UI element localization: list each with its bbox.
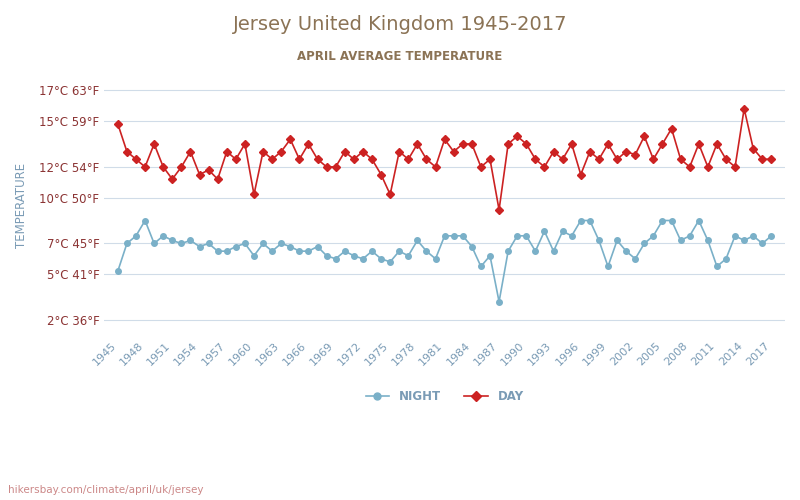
Y-axis label: TEMPERATURE: TEMPERATURE — [15, 162, 28, 248]
DAY — [440, 136, 450, 142]
NIGHT — [340, 248, 350, 254]
NIGHT — [449, 233, 458, 239]
NIGHT — [676, 238, 686, 244]
NIGHT — [694, 218, 703, 224]
Legend: NIGHT, DAY: NIGHT, DAY — [361, 385, 528, 407]
DAY — [113, 121, 122, 127]
DAY — [331, 164, 341, 170]
Text: hikersbay.com/climate/april/uk/jersey: hikersbay.com/climate/april/uk/jersey — [8, 485, 203, 495]
NIGHT — [721, 256, 730, 262]
DAY — [685, 164, 694, 170]
NIGHT — [113, 268, 122, 274]
Line: DAY: DAY — [115, 106, 774, 212]
NIGHT — [267, 248, 277, 254]
NIGHT — [766, 233, 776, 239]
Text: APRIL AVERAGE TEMPERATURE: APRIL AVERAGE TEMPERATURE — [298, 50, 502, 63]
NIGHT — [494, 298, 504, 304]
DAY — [666, 126, 676, 132]
DAY — [494, 207, 504, 213]
Line: NIGHT: NIGHT — [115, 218, 774, 304]
DAY — [712, 141, 722, 147]
DAY — [739, 106, 749, 112]
DAY — [258, 148, 268, 154]
NIGHT — [140, 218, 150, 224]
Text: Jersey United Kingdom 1945-2017: Jersey United Kingdom 1945-2017 — [233, 15, 567, 34]
DAY — [766, 156, 776, 162]
